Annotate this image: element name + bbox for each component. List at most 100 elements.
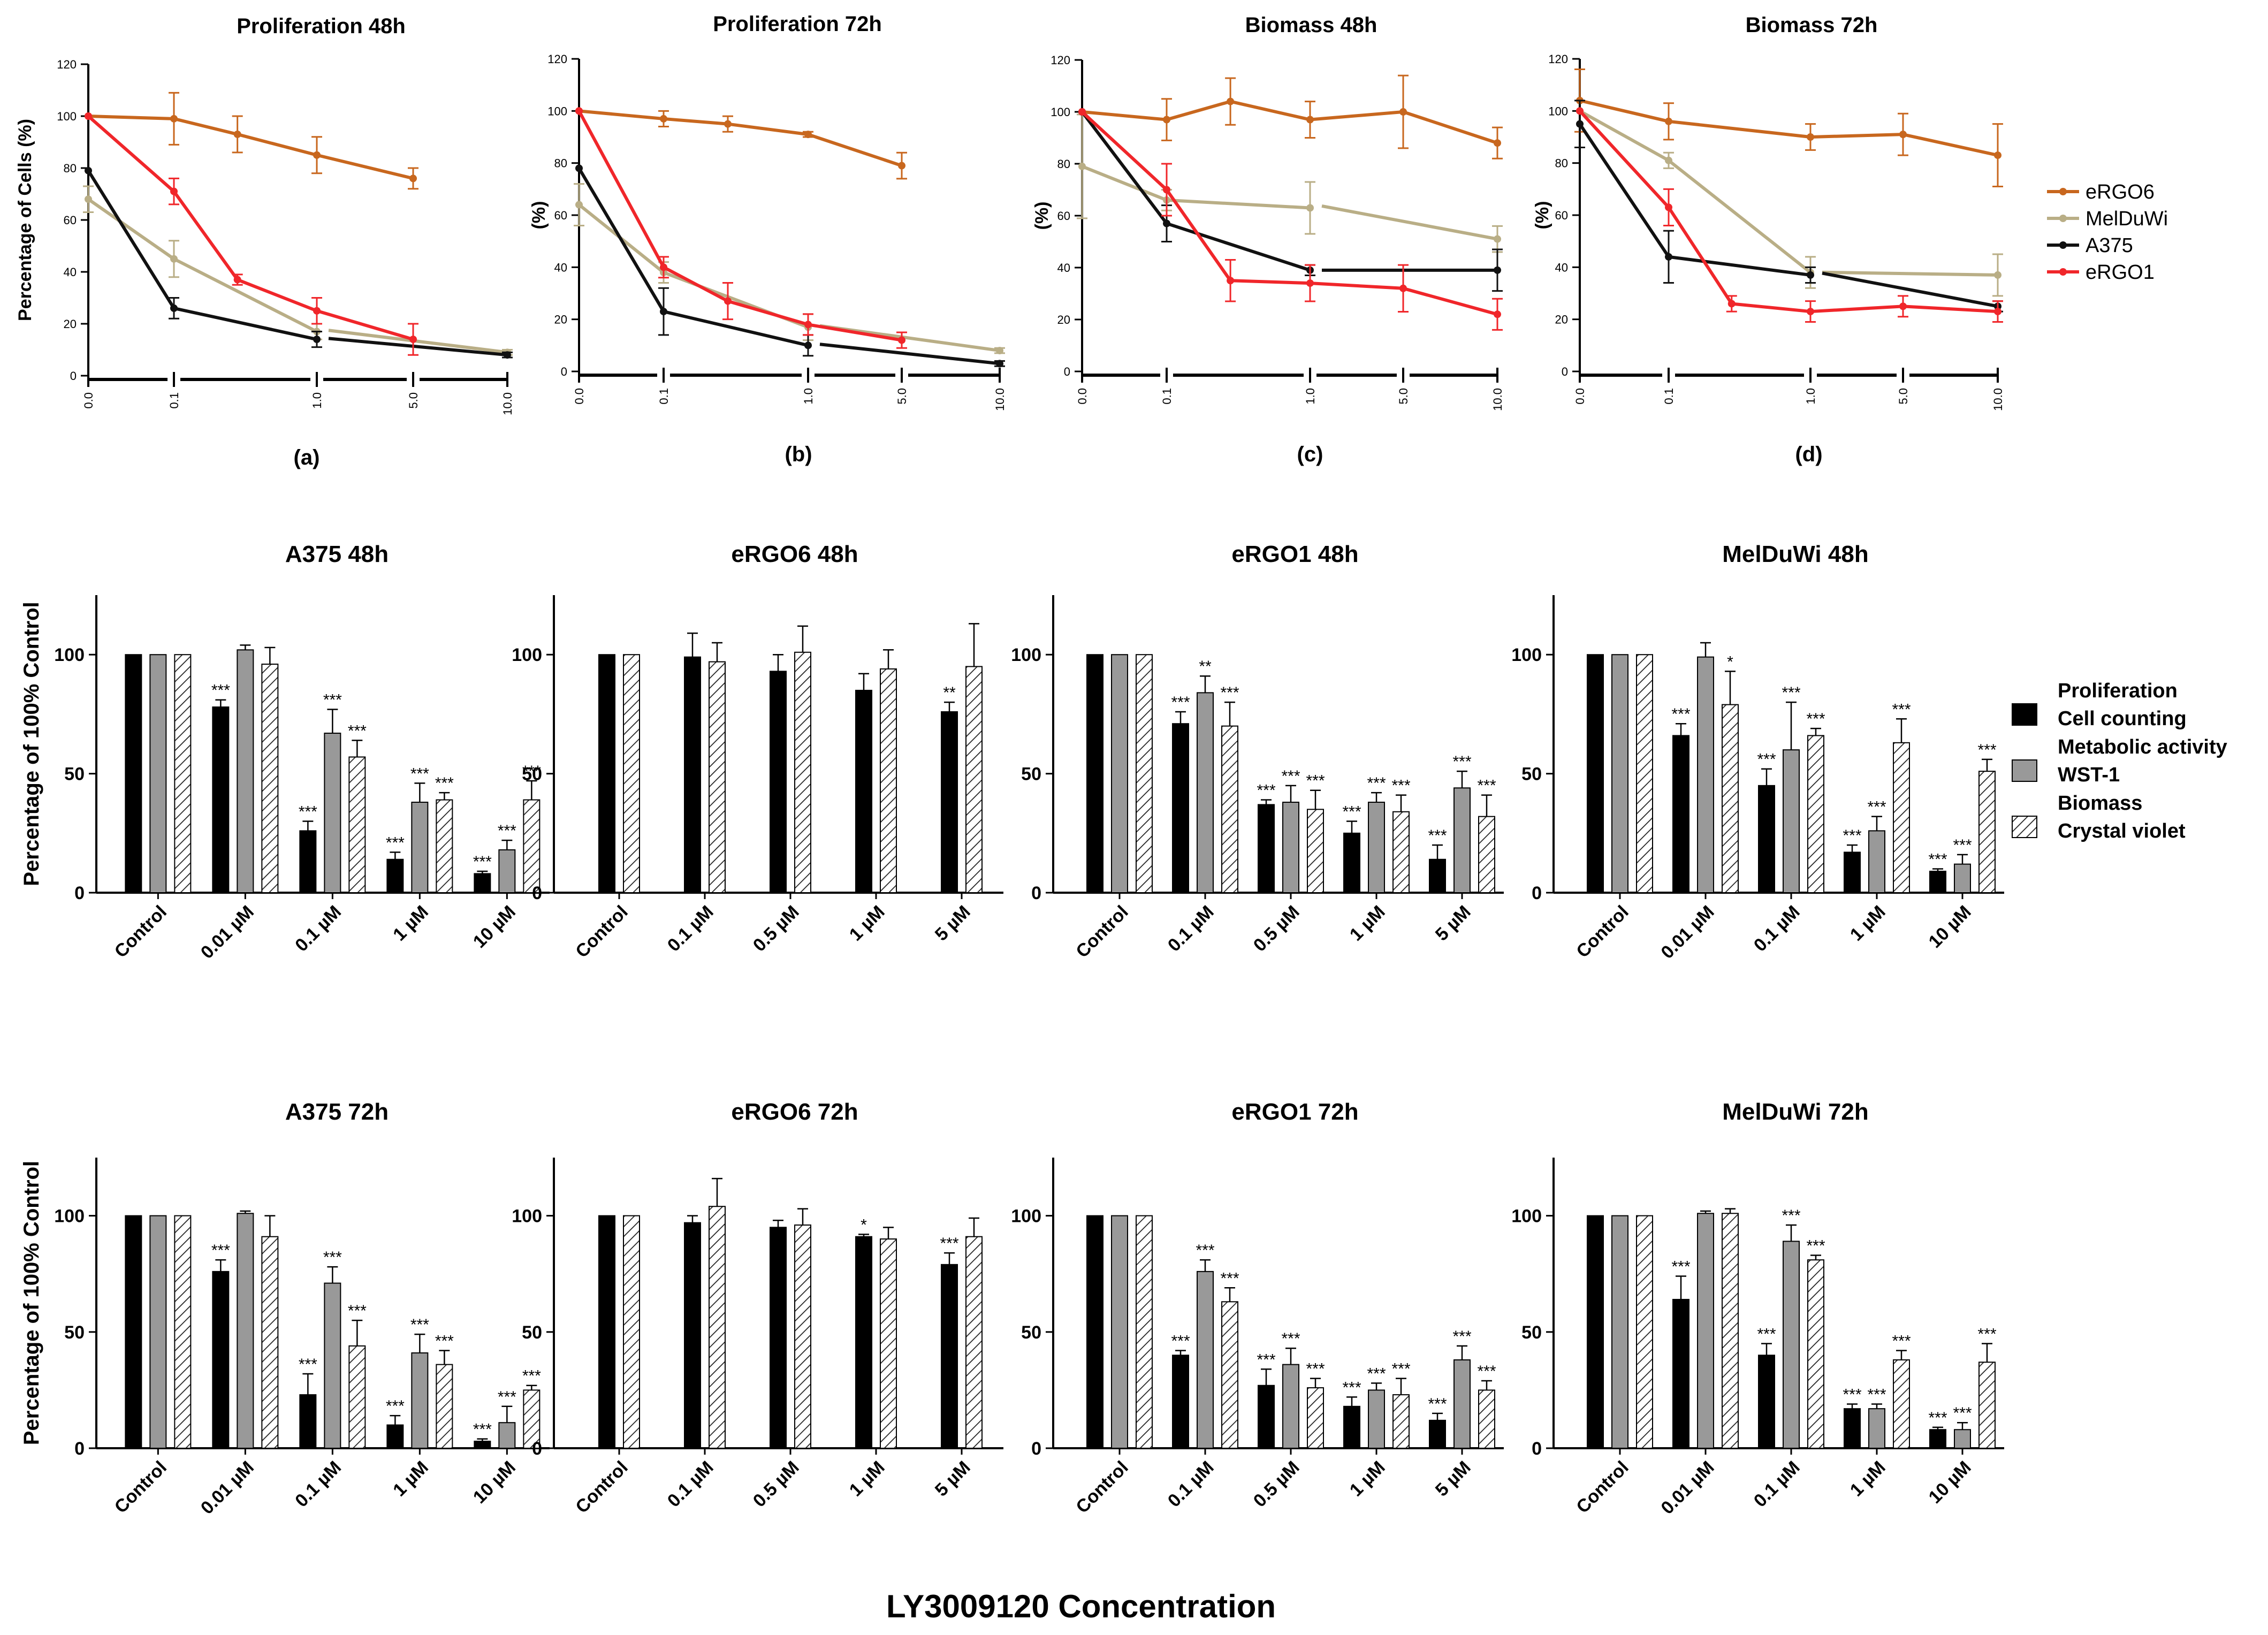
data-point: [1727, 300, 1736, 308]
bar: [1307, 1387, 1324, 1449]
significance-label: ***: [1281, 767, 1300, 785]
significance-label: ***: [386, 834, 405, 851]
data-point: [575, 201, 583, 209]
significance-label: ***: [1367, 774, 1386, 792]
data-point: [1163, 186, 1170, 194]
bar: [212, 1271, 230, 1449]
y-tick-label: 120: [57, 58, 77, 71]
data-point: [1163, 219, 1170, 227]
bar: [1954, 1429, 1971, 1449]
data-point: [233, 130, 241, 138]
y-tick-label: 100: [1011, 645, 1041, 665]
data-point: [898, 162, 905, 170]
x-tick-label: 0.5 µM: [749, 1457, 803, 1511]
significance-label: ***: [1257, 1351, 1275, 1368]
y-tick-label: 0: [1532, 1439, 1542, 1459]
significance-label: ***: [498, 1388, 516, 1406]
y-tick-label: 20: [1057, 313, 1070, 326]
data-point: [804, 131, 812, 139]
x-tick-label: 0.0: [1076, 388, 1089, 405]
bar: [1258, 804, 1275, 893]
bar: [1282, 801, 1299, 893]
x-tick-label: 0.5 µM: [749, 902, 803, 956]
x-tick-label: 0.1 µM: [291, 902, 345, 956]
bar: [1282, 1364, 1299, 1449]
x-tick-label: 0.1: [168, 392, 181, 409]
series-line: [328, 337, 508, 357]
series-line: [579, 109, 664, 120]
series-line: [819, 343, 1000, 366]
data-point: [504, 351, 511, 359]
series-line: [1902, 133, 1998, 157]
bar: [1783, 1241, 1800, 1449]
x-tick-label: 0.1 µM: [1164, 1457, 1218, 1511]
x-tick-label: Control: [1572, 902, 1632, 962]
bar: [1392, 1394, 1410, 1449]
x-tick-label: 1 µM: [389, 1457, 432, 1501]
data-point: [170, 187, 178, 195]
significance-label: ***: [211, 682, 230, 699]
data-point: [1306, 204, 1314, 212]
data-point: [409, 174, 417, 182]
series-line: [1579, 109, 1670, 162]
series-line: [577, 110, 665, 268]
y-tick-label: 80: [554, 157, 567, 170]
significance-label: *: [1727, 653, 1733, 671]
x-tick-label: 0.1: [1662, 388, 1676, 405]
y-tick-label: 0: [74, 883, 85, 903]
significance-label: ***: [1477, 777, 1496, 795]
bar-chart-1: A375 48h Percentage of 100% Control 0 50 100…: [20, 541, 550, 963]
bar: [1697, 1213, 1714, 1449]
bar-chart-7: eRGO1 72h 0 50 100 Control 0.1 µM *** *** *** 0.5…: [1011, 1099, 1504, 1517]
significance-label: ***: [1671, 1258, 1690, 1276]
significance-label: ***: [1843, 1386, 1861, 1403]
bar: [1893, 742, 1910, 893]
x-tick-label: 1.0: [1804, 388, 1817, 405]
data-point: [85, 112, 92, 120]
bar: [261, 663, 279, 893]
bar: [237, 1213, 254, 1449]
series-line: [1403, 110, 1498, 145]
y-tick-label: 60: [1555, 209, 1568, 222]
x-tick-label: 10.0: [1991, 388, 2005, 411]
bar: [125, 654, 142, 893]
significance-label: ***: [386, 1397, 405, 1415]
line-chart-title: Biomass 48h: [1245, 13, 1377, 37]
line-chart-title: Proliferation 72h: [713, 12, 882, 36]
legend-bar-label: WST-1: [2058, 764, 2120, 786]
bar: [684, 1222, 701, 1449]
y-axis-label: Percentage of 100% Control: [20, 602, 43, 886]
line-chart-2: Proliferation 72h (b) (%) 0 20 40 60 80 100 120 0.…: [529, 12, 1007, 466]
significance-label: ***: [1391, 777, 1410, 795]
significance-label: ***: [1452, 1328, 1471, 1345]
x-tick-label: 1.0: [1304, 388, 1317, 405]
significance-label: ***: [1477, 1363, 1496, 1380]
bar: [1086, 1215, 1103, 1449]
significance-label: ***: [299, 803, 317, 821]
significance-label: ***: [1367, 1365, 1386, 1382]
bar: [1868, 1408, 1885, 1449]
bar: [1587, 654, 1604, 893]
x-tick-label: 0.5 µM: [1250, 902, 1304, 956]
x-tick-label: 1 µM: [846, 902, 889, 945]
bar: [261, 1236, 279, 1449]
data-point: [1576, 120, 1584, 128]
series-line: [328, 329, 508, 354]
significance-label: ***: [498, 822, 516, 840]
y-tick-label: 0: [1532, 883, 1542, 903]
bar: [1672, 735, 1689, 893]
y-tick-label: 100: [512, 645, 542, 665]
y-tick-label: 0: [532, 883, 542, 903]
series-line: [1810, 305, 1904, 314]
y-tick-label: 0: [70, 369, 77, 383]
bar: [1136, 1215, 1153, 1449]
series-line: [173, 257, 318, 333]
bar: [1111, 1215, 1128, 1449]
y-tick-label: 100: [1511, 1206, 1542, 1227]
bar: [324, 732, 341, 893]
bar: [1697, 656, 1714, 893]
data-point: [575, 164, 583, 172]
y-tick-label: 50: [64, 764, 85, 785]
